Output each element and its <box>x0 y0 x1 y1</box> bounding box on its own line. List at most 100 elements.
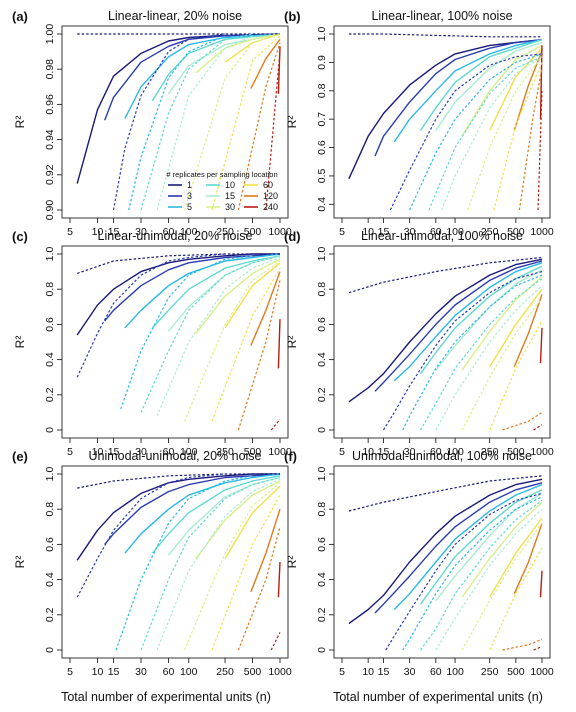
x-tick-label: 10 <box>362 226 374 238</box>
x-tick-label: 10 <box>92 666 104 678</box>
series-line-120-solid <box>513 523 543 594</box>
series-line-120-dashed <box>237 526 281 651</box>
y-tick-label: 0.6 <box>44 537 56 552</box>
panel-label: (a) <box>12 9 28 24</box>
series-line-30-dashed <box>184 482 281 651</box>
series-line-30-dashed <box>467 56 543 211</box>
series-line-10-dashed <box>420 499 543 651</box>
series-line-120-solid <box>513 294 543 367</box>
legend-label: 60 <box>263 180 273 190</box>
x-tick-label: 500 <box>507 226 525 238</box>
legend-label: 240 <box>263 202 278 212</box>
series-line-5-solid <box>124 33 281 119</box>
y-tick-label: 0.4 <box>44 352 56 367</box>
y-tick-label: 0.92 <box>44 164 56 185</box>
series-line-60-solid <box>224 33 281 63</box>
legend: # replicates per sampling location135101… <box>166 170 278 212</box>
series-line-10-solid <box>419 265 543 375</box>
series-line-10-dashed <box>140 476 281 651</box>
series-line-10-dashed <box>140 255 281 413</box>
panel-title: Unimodal-unimodal, 20% noise <box>88 449 261 463</box>
x-tick-label: 10 <box>362 446 374 458</box>
y-tick-label: 1.0 <box>44 247 56 262</box>
series-line-5-dashed <box>120 255 253 410</box>
panel-title: Unimodal-unimodal, 100% noise <box>352 449 532 463</box>
plot-frame <box>333 25 551 219</box>
series-line-240-solid <box>277 46 281 94</box>
panel-c: (c) Linear-unimodal, 20% noise 0 0.2 0.4 0.6 0… <box>12 229 292 458</box>
series-line-1-dashed <box>348 256 543 294</box>
series-line-60-solid <box>224 485 281 559</box>
plot-frame <box>333 245 551 439</box>
series-line-3-dashed <box>112 33 226 211</box>
series-line-60-dashed <box>489 547 543 651</box>
series-line-10-dashed <box>428 56 543 211</box>
series-line-240-solid <box>539 45 543 120</box>
legend-label: 10 <box>225 180 235 190</box>
x-tick-label: 5 <box>67 226 73 238</box>
series-line-120-solid <box>250 38 281 89</box>
x-tick-label: 250 <box>216 226 234 238</box>
series-line-120-solid <box>250 271 281 346</box>
panel-label: (d) <box>284 229 301 244</box>
y-tick-label: 0.4 <box>316 572 328 587</box>
series-line-240-dashed <box>270 632 281 651</box>
series-line-30-solid <box>461 44 543 137</box>
series-line-3-solid <box>374 39 543 157</box>
y-axis-label: R² <box>285 556 299 569</box>
x-tick-label: 30 <box>404 446 416 458</box>
plot-frame <box>61 25 289 219</box>
x-tick-label: 1000 <box>268 666 292 678</box>
series-group <box>76 33 281 211</box>
y-axis-label: R² <box>13 116 27 129</box>
x-tick-label: 30 <box>404 666 416 678</box>
series-line-15-solid <box>435 41 543 131</box>
series-line-30-dashed <box>184 33 281 211</box>
series-line-3-solid <box>104 473 281 545</box>
y-tick-label: 0.96 <box>44 94 56 115</box>
legend-label: 30 <box>225 202 235 212</box>
y-tick-label: 0.98 <box>44 59 56 80</box>
series-line-5-solid <box>393 483 543 610</box>
x-tick-label: 5 <box>67 666 73 678</box>
x-tick-label: 60 <box>163 666 175 678</box>
series-line-1-dashed <box>348 475 543 512</box>
x-tick-label: 5 <box>339 226 345 238</box>
series-line-5-solid <box>393 262 543 382</box>
x-tick-label: 1000 <box>268 226 292 238</box>
series-line-120-dashed <box>237 42 281 211</box>
y-tick-label: 1.0 <box>316 467 328 482</box>
series-line-1-dashed <box>348 33 542 38</box>
series-line-120-solid <box>250 508 281 593</box>
y-axis-label: R² <box>285 116 299 129</box>
y-tick-label: 0.94 <box>44 129 56 150</box>
series-line-3-dashed <box>76 473 226 598</box>
x-tick-label: 15 <box>108 666 120 678</box>
x-tick-label: 500 <box>507 666 525 678</box>
y-tick-label: 1.0 <box>316 247 328 262</box>
panel-title: Linear-linear, 100% noise <box>371 9 512 23</box>
y-tick-label: 1.00 <box>44 24 56 45</box>
panel-f: (f) Unimodal-unimodal, 100% noise 0 0.2 0.4 0… <box>284 449 554 678</box>
y-tick-label: 0.6 <box>44 317 56 332</box>
y-tick-label: 0 <box>316 427 328 433</box>
series-group <box>348 33 543 211</box>
y-tick-label: 0.6 <box>316 537 328 552</box>
x-tick-label: 250 <box>481 226 499 238</box>
x-tick-label: 1000 <box>268 446 292 458</box>
series-line-10-solid <box>151 475 281 554</box>
series-line-60-dashed <box>211 267 281 422</box>
series-line-60-solid <box>489 517 543 598</box>
series-line-3-solid <box>374 260 543 392</box>
series-group <box>348 475 543 651</box>
series-line-240-solid <box>277 319 281 369</box>
series-line-240-dashed <box>533 424 543 431</box>
x-tick-label: 5 <box>67 446 73 458</box>
series-line-3-dashed <box>385 492 543 651</box>
panel-b: (b) Linear-linear, 100% noise 0.4 0.5 0.6 0.7… <box>284 9 554 238</box>
panel-label: (c) <box>12 229 28 244</box>
series-line-30-dashed <box>461 522 543 651</box>
x-tick-label: 10 <box>362 666 374 678</box>
series-line-120-dashed <box>237 280 281 431</box>
